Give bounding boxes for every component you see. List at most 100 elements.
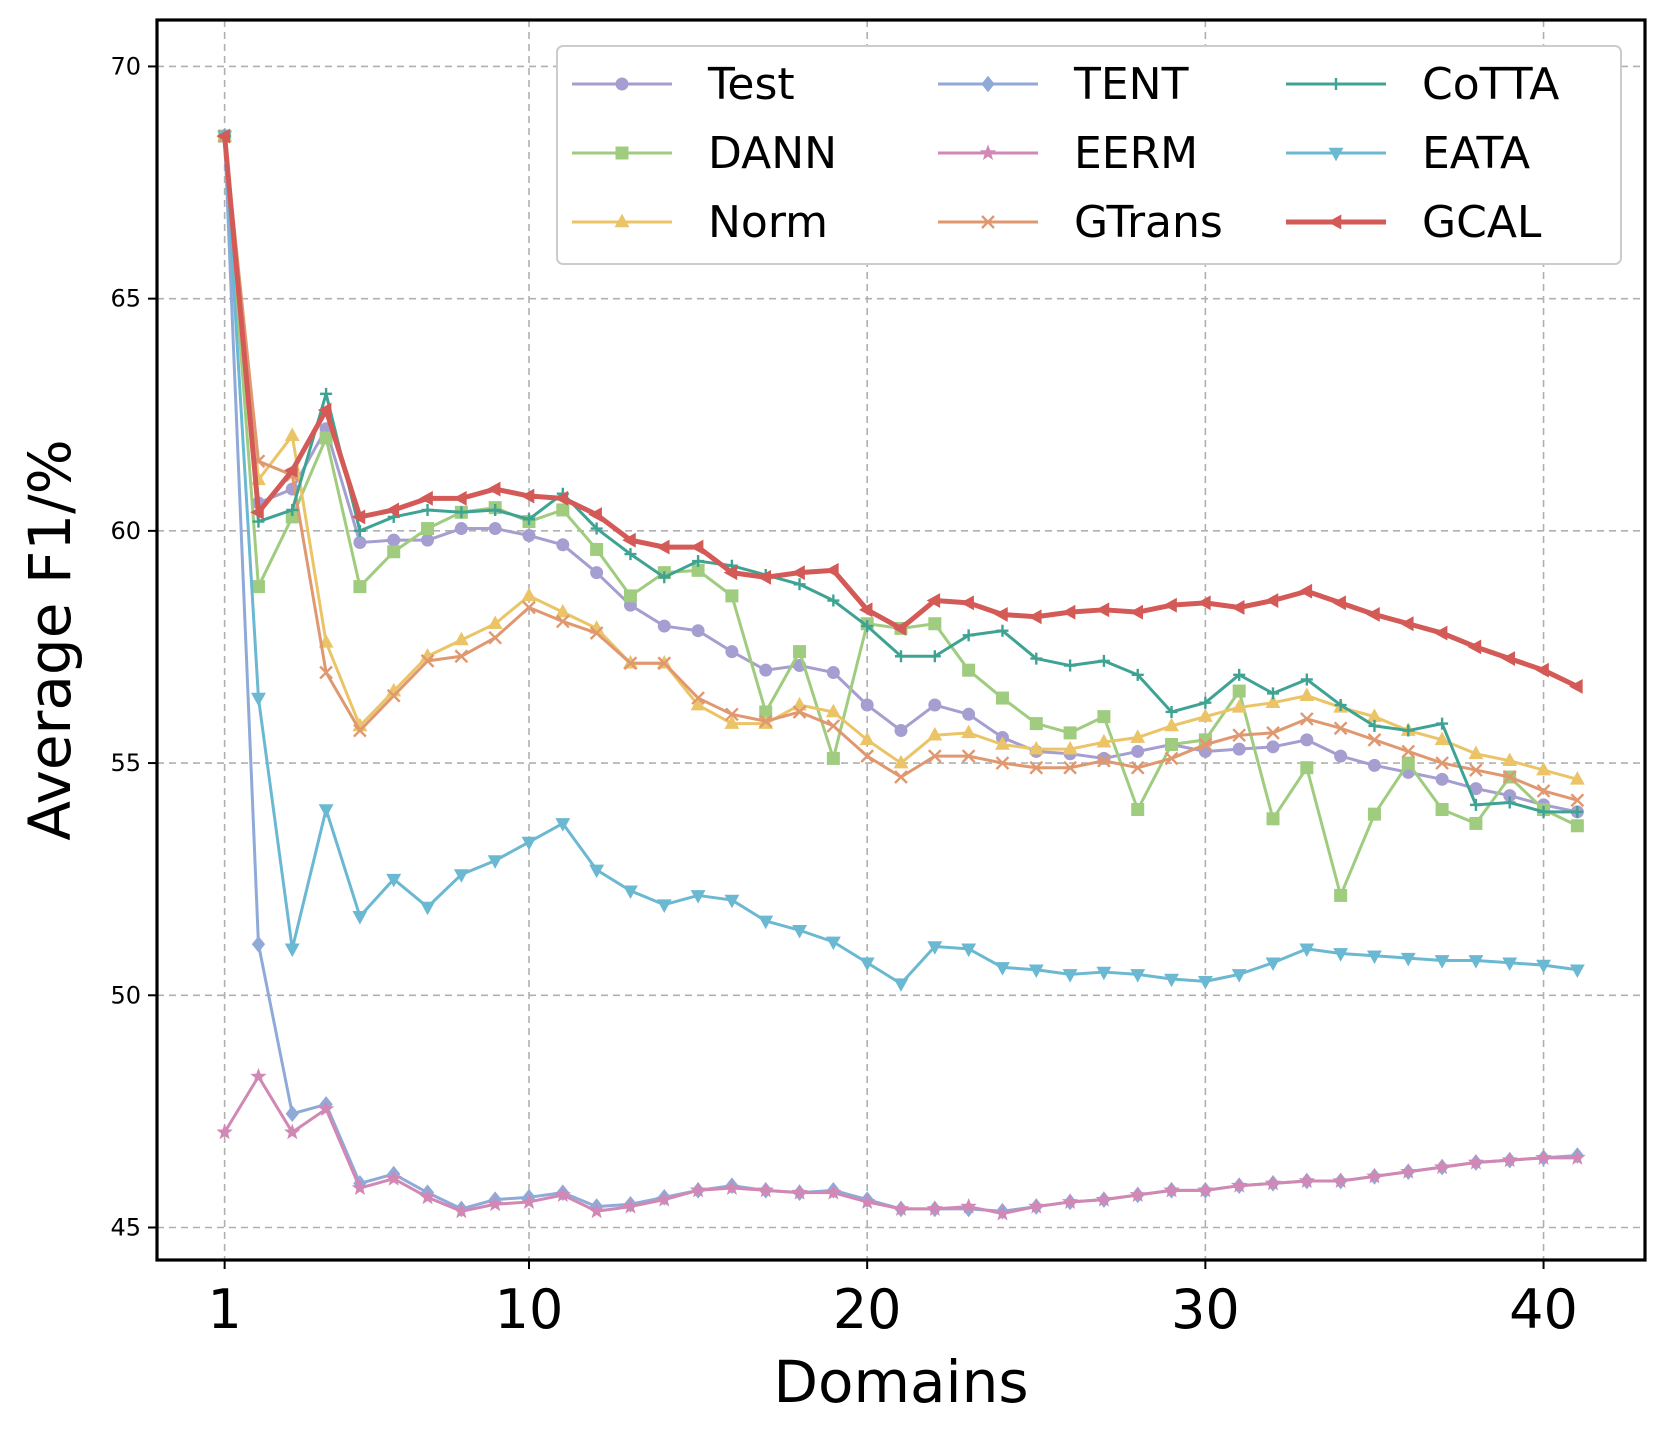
data-point-gcal: [317, 402, 332, 418]
legend-label-norm: Norm: [708, 197, 828, 248]
data-point-eerm: [284, 1123, 301, 1140]
data-point-test: [1300, 733, 1314, 747]
data-point-eata: [1062, 969, 1078, 983]
legend-label-dann: DANN: [708, 128, 837, 179]
data-point-norm: [487, 615, 503, 630]
data-point-gcal: [1197, 595, 1211, 611]
data-point-eata: [453, 869, 469, 883]
data-point-gcal: [351, 509, 366, 525]
data-point-eerm: [419, 1188, 436, 1205]
data-point-dann: [1469, 816, 1483, 830]
data-point-dann: [995, 691, 1009, 705]
data-point-gtrans: [1097, 753, 1111, 768]
data-point-gcal: [723, 565, 738, 581]
x-tick-label: 10: [495, 1278, 564, 1341]
data-point-cotta: [1097, 654, 1110, 667]
legend-entry-norm: Norm: [572, 197, 828, 248]
data-point-eata: [352, 911, 368, 925]
data-point-eerm: [858, 1193, 876, 1209]
data-point-eerm: [588, 1202, 605, 1219]
data-point-gcal: [1400, 616, 1414, 632]
data-point-cotta: [1233, 668, 1246, 681]
data-point-norm: [859, 731, 875, 746]
data-point-eata: [1333, 948, 1349, 962]
x-tick-label: 30: [1171, 1278, 1240, 1341]
legend-marker-dann: [615, 146, 629, 160]
data-point-gcal: [858, 602, 873, 618]
data-point-cotta: [523, 513, 535, 526]
data-point-dann: [1570, 819, 1584, 833]
data-point-eata: [251, 692, 266, 707]
x-tick-label: 40: [1509, 1278, 1578, 1341]
data-point-gtrans: [1198, 737, 1213, 752]
data-point-eerm: [622, 1197, 639, 1214]
data-point-norm: [284, 427, 300, 441]
data-point-eerm: [656, 1190, 673, 1207]
data-point-norm: [1299, 687, 1315, 702]
data-point-test: [1232, 742, 1246, 756]
data-point-test: [759, 663, 773, 677]
data-point-eerm: [1535, 1149, 1552, 1165]
data-point-test: [421, 533, 435, 547]
data-point-gtrans: [488, 630, 503, 645]
data-point-eata: [825, 936, 841, 951]
data-point-eerm: [723, 1179, 741, 1196]
data-point-gcal: [1433, 625, 1448, 641]
data-point-cotta: [1131, 668, 1144, 681]
data-point-dann: [1401, 756, 1415, 770]
data-point-dann: [962, 663, 976, 677]
data-point-gcal: [1163, 597, 1177, 613]
data-point-eata: [420, 901, 435, 916]
data-point-gcal: [1501, 651, 1516, 667]
data-point-gtrans: [454, 649, 469, 664]
data-point-gcal: [1535, 662, 1549, 678]
data-point-test: [826, 666, 840, 680]
legend-marker-gcal: [1327, 214, 1342, 230]
data-point-cotta: [996, 624, 1009, 637]
data-point-test: [590, 566, 604, 580]
data-point-eerm: [1366, 1167, 1383, 1184]
legend-entry-gcal: GCAL: [1286, 197, 1542, 248]
legend-marker-eata: [1328, 147, 1344, 162]
data-point-eata: [893, 978, 909, 992]
data-point-gcal: [994, 607, 1008, 622]
data-point-norm: [521, 587, 537, 602]
data-point-gcal: [791, 565, 805, 581]
data-point-cotta: [286, 503, 299, 516]
data-point-dann: [725, 589, 739, 603]
data-point-cotta: [455, 506, 468, 519]
data-point-tent: [285, 1105, 299, 1123]
data-point-eata: [1096, 966, 1112, 981]
data-point-eata: [1367, 950, 1382, 965]
data-point-eata: [1231, 969, 1247, 983]
data-point-gtrans: [420, 654, 435, 668]
data-point-gtrans: [589, 626, 604, 640]
data-point-norm: [927, 726, 943, 741]
data-point-norm: [1265, 694, 1281, 708]
data-point-gcal: [926, 593, 941, 608]
data-point-gcal: [1298, 583, 1313, 599]
data-point-gtrans: [1299, 712, 1314, 726]
data-point-norm: [995, 736, 1010, 750]
data-point-test: [556, 538, 570, 552]
x-tick-label: 20: [833, 1278, 902, 1341]
data-point-test: [928, 698, 942, 712]
legend-marker-norm: [614, 213, 630, 228]
data-point-cotta: [962, 629, 975, 642]
data-point-test: [1435, 772, 1449, 786]
data-point-dann: [1165, 737, 1179, 751]
legend-entry-gtrans: GTrans: [938, 197, 1223, 248]
data-point-eata: [792, 924, 807, 939]
legend: Test DANN Norm TENT EERM GTrans CoTTA EATA GCAL: [556, 45, 1622, 265]
data-point-eata: [1468, 955, 1484, 969]
data-point-gcal: [1061, 604, 1076, 620]
data-point-test: [894, 724, 908, 738]
legend-marker-test: [615, 77, 629, 91]
data-point-gtrans: [353, 723, 367, 738]
data-point-gcal: [520, 488, 535, 504]
legend-entry-dann: DANN: [572, 128, 837, 179]
data-point-eerm: [216, 1123, 233, 1140]
data-point-gtrans: [826, 719, 841, 733]
data-point-dann: [421, 522, 435, 536]
data-point-eerm: [317, 1100, 335, 1117]
